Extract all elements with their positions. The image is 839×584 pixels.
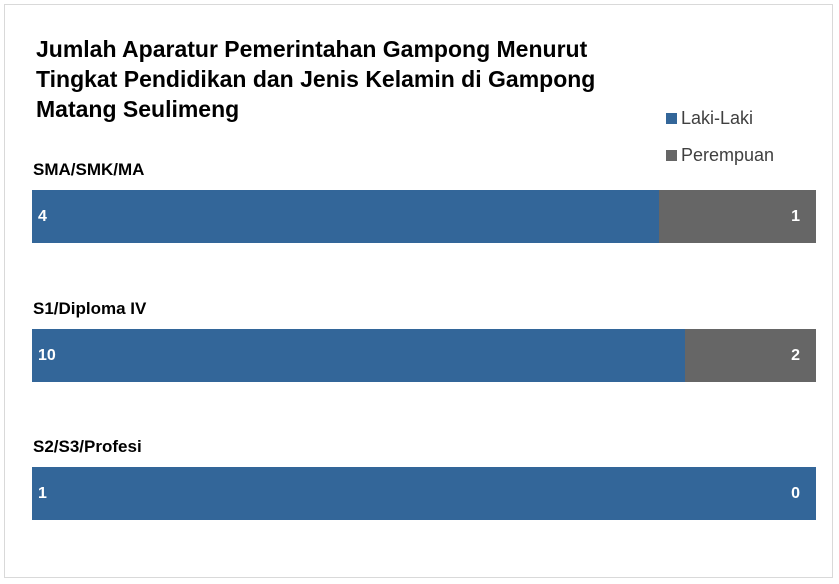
bar-segment	[32, 329, 686, 382]
value-label: 1	[791, 208, 800, 225]
legend-item: Laki-Laki	[666, 108, 753, 129]
legend-swatch	[666, 113, 677, 124]
legend-swatch	[666, 150, 677, 161]
bar-segment	[32, 190, 660, 243]
legend-label: Perempuan	[681, 145, 775, 165]
legend-item: Perempuan	[666, 145, 774, 166]
value-label: 1	[38, 485, 47, 502]
bar-segment	[685, 329, 816, 382]
bar-segment	[659, 190, 816, 243]
legend-label: Laki-Laki	[681, 108, 754, 128]
category-label: S2/S3/Profesi	[33, 437, 142, 456]
value-label: 2	[791, 347, 800, 364]
value-label: 4	[38, 208, 47, 225]
chart-frame	[4, 4, 833, 578]
category-label: SMA/SMK/MA	[33, 160, 145, 179]
chart-title: Jumlah Aparatur Pemerintahan Gampong Men…	[36, 36, 596, 122]
category-label: S1/Diploma IV	[33, 299, 147, 318]
value-label: 0	[791, 485, 800, 502]
value-label: 10	[38, 347, 56, 364]
bar-segment	[32, 467, 816, 520]
